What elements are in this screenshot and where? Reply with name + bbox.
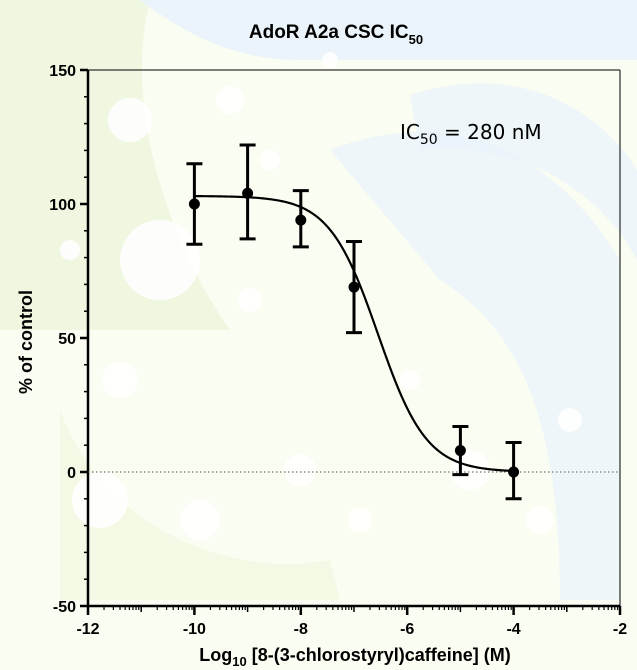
- background-blob: [526, 506, 554, 534]
- background-blob: [120, 220, 200, 300]
- background-blob: [60, 240, 80, 260]
- x-tick-label: -8: [294, 621, 308, 638]
- background-blob: [238, 288, 262, 312]
- x-axis-label-rest: [8-(3-chlorostyryl)caffeine] (M): [247, 645, 511, 665]
- ic50-subscript: 50: [420, 132, 438, 148]
- ic50-prefix: IC: [400, 120, 420, 144]
- x-tick-label: -4: [506, 621, 520, 638]
- data-point-group: [505, 441, 522, 501]
- data-point-group: [239, 143, 256, 241]
- x-tick-label: -2: [613, 621, 627, 638]
- data-point: [454, 445, 466, 457]
- data-point-group: [452, 424, 469, 477]
- background-shape: [410, 83, 637, 260]
- data-point: [508, 466, 520, 478]
- background-shape: [140, 0, 637, 60]
- data-point: [242, 187, 254, 199]
- background-blob: [216, 86, 244, 114]
- data-point: [348, 281, 360, 293]
- plot-area: -50 0 50 100 150 -12 -10 -8 -6 -4 -2: [49, 63, 627, 638]
- background-blob: [260, 150, 280, 170]
- background-blob: [558, 408, 582, 432]
- y-tick-label: 100: [49, 197, 76, 214]
- ic50-annotation: IC50 = 280 nM: [400, 120, 542, 148]
- y-tick-label: 0: [67, 465, 76, 482]
- x-axis-label-subscript: 10: [232, 654, 246, 669]
- background-blob: [108, 98, 152, 142]
- background-blob: [102, 362, 138, 398]
- chart-title: AdoR A2a CSC IC50: [249, 22, 423, 47]
- data-point: [295, 214, 307, 226]
- y-axis-label: % of control: [16, 290, 36, 394]
- chart-title-subscript: 50: [409, 32, 423, 47]
- y-tick-label: -50: [53, 599, 76, 616]
- background-blob: [400, 370, 420, 390]
- y-tick-label: 150: [49, 63, 76, 80]
- chart-title-main: AdoR A2a CSC IC: [249, 22, 409, 43]
- x-tick-label: -10: [183, 621, 206, 638]
- y-tick-label: 50: [58, 331, 76, 348]
- x-tick-label: -6: [400, 621, 414, 638]
- data-point: [188, 198, 200, 210]
- background-blob: [284, 454, 316, 486]
- ic50-value: = 280 nM: [438, 120, 542, 144]
- data-point-group: [186, 162, 203, 246]
- x-tick-label: -12: [76, 621, 99, 638]
- background-blob: [180, 500, 220, 540]
- data-point-group: [292, 189, 309, 249]
- background-blob: [450, 450, 490, 490]
- x-axis-label-prefix: Log: [199, 645, 232, 665]
- background-blob: [72, 472, 128, 528]
- background-blob: [322, 52, 338, 68]
- data-point-group: [346, 240, 362, 335]
- background-blob: [348, 508, 372, 532]
- x-axis-label: Log10 [8-(3-chlorostyryl)caffeine] (M): [199, 645, 511, 669]
- background-shape: [330, 132, 620, 600]
- background-shape: [60, 410, 340, 600]
